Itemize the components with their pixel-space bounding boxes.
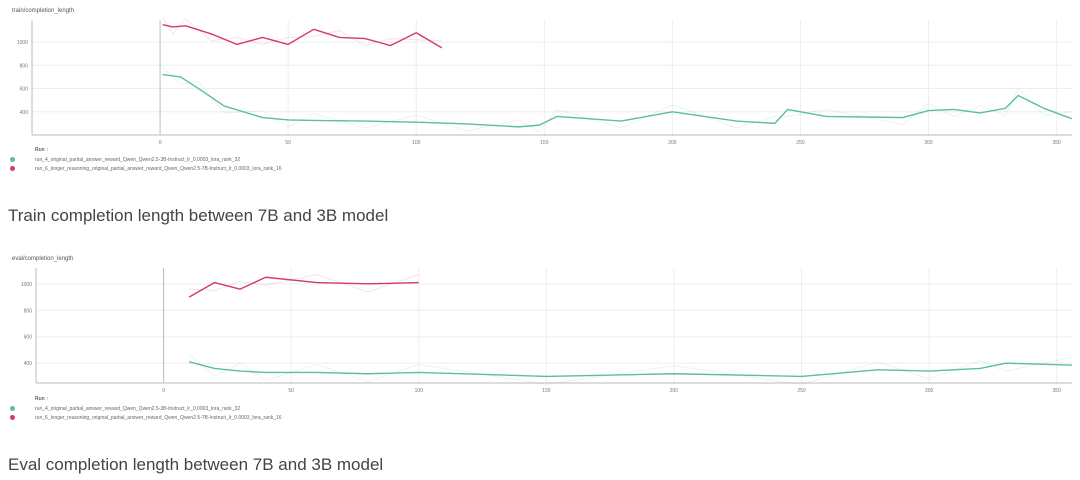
- series-raw-line-0: [162, 67, 1073, 133]
- legend-title: Run ↑: [35, 147, 49, 153]
- y-tick-label: 800: [20, 63, 29, 69]
- x-tick-label: 50: [285, 140, 291, 146]
- series-dot-icon: [10, 406, 15, 411]
- y-tick-label: 1000: [21, 282, 32, 288]
- legend: Run ↑ run_4_original_partial_answer_rewa…: [10, 147, 282, 173]
- legend-item[interactable]: run_4_original_partial_answer_reward_Qwe…: [10, 404, 282, 413]
- series-line-0: [188, 361, 1073, 378]
- legend-item[interactable]: run_4_original_partial_answer_reward_Qwe…: [10, 155, 282, 164]
- x-tick-label: 300: [925, 388, 934, 394]
- x-tick-label: 150: [540, 140, 549, 146]
- series-raw-line-1: [162, 17, 442, 47]
- x-tick-label: 350: [1053, 388, 1062, 394]
- x-tick-label: 50: [288, 388, 294, 394]
- legend-title: Run ↑: [35, 396, 49, 402]
- legend-item[interactable]: run_6_longer_reasoning_original_partial_…: [10, 413, 282, 422]
- series-dot-icon: [10, 166, 15, 171]
- legend-label: run_6_longer_reasoning_original_partial_…: [35, 165, 282, 172]
- x-tick-label: 250: [796, 140, 805, 146]
- x-tick-label: 0: [162, 388, 165, 394]
- y-tick-label: 1000: [17, 40, 28, 46]
- y-tick-label: 400: [24, 361, 33, 367]
- x-tick-label: 0: [159, 140, 162, 146]
- x-tick-label: 250: [797, 388, 806, 394]
- legend-label: run_4_original_partial_answer_reward_Qwe…: [35, 156, 241, 163]
- section-heading: Eval completion length between 7B and 3B…: [8, 455, 384, 474]
- legend-label: run_4_original_partial_answer_reward_Qwe…: [35, 405, 241, 412]
- series-line-1: [188, 276, 419, 298]
- train-chart-svg: 400 600 800 1000 0 50 100 150 200 250 300 350: [17, 17, 1073, 146]
- y-tick-label: 600: [20, 87, 29, 93]
- series-raw-line-0: [188, 353, 1073, 385]
- series-line-0: [162, 73, 1073, 128]
- x-tick-label: 200: [668, 140, 677, 146]
- x-tick-label: 100: [415, 388, 424, 394]
- series-dot-icon: [10, 415, 15, 420]
- chart-title: eval/completion_length: [12, 256, 74, 262]
- y-tick-label: 400: [20, 110, 29, 116]
- y-tick-label: 600: [24, 335, 33, 341]
- chart-title: train/completion_length: [12, 8, 75, 14]
- series-dot-icon: [10, 157, 15, 162]
- x-tick-label: 100: [412, 140, 421, 146]
- series-raw-line-1: [189, 274, 419, 293]
- series-line-1: [162, 23, 443, 49]
- x-tick-label: 150: [542, 388, 551, 394]
- x-tick-label: 300: [924, 140, 933, 146]
- y-tick-label: 800: [24, 308, 33, 314]
- section-heading: Train completion length between 7B and 3…: [8, 206, 389, 225]
- legend: Run ↑ run_4_original_partial_answer_rewa…: [10, 396, 282, 422]
- x-tick-label: 200: [670, 388, 679, 394]
- x-tick-label: 350: [1052, 140, 1061, 146]
- eval-chart-svg: 400 600 800 1000 0 50 100 150 200 250 300 350: [21, 268, 1073, 394]
- legend-item[interactable]: run_6_longer_reasoning_original_partial_…: [10, 164, 282, 173]
- legend-label: run_6_longer_reasoning_original_partial_…: [35, 414, 282, 421]
